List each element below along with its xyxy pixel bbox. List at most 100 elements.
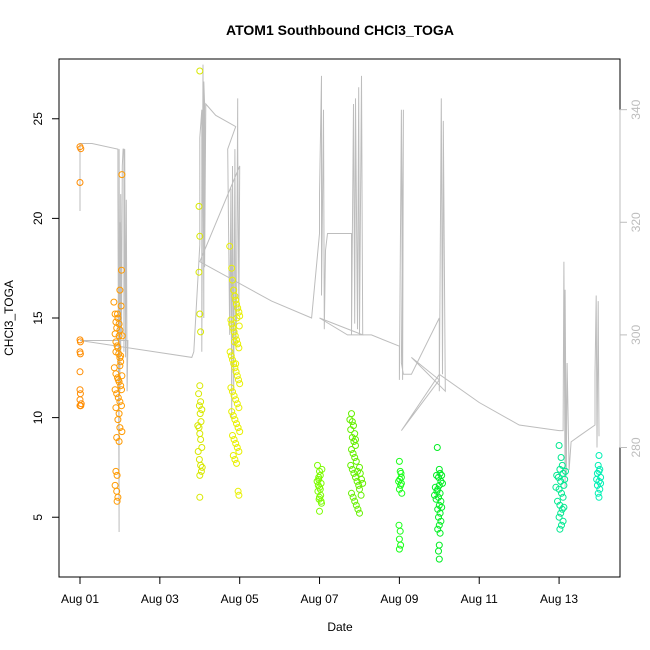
data-point — [196, 67, 204, 75]
data-point — [112, 404, 120, 412]
data-point — [76, 368, 84, 376]
data-point — [195, 268, 203, 276]
data-point — [77, 145, 85, 153]
data-point — [431, 483, 439, 491]
data-point — [349, 493, 357, 501]
x-tick-label: Aug 07 — [301, 592, 339, 606]
data-point — [395, 457, 403, 465]
series-4 — [313, 461, 326, 515]
data-point — [435, 465, 443, 473]
data-point — [397, 479, 405, 487]
data-point — [354, 467, 361, 475]
series-2 — [194, 67, 206, 501]
data-point — [436, 469, 444, 477]
data-point — [235, 404, 243, 412]
data-point — [77, 400, 85, 408]
data-point — [196, 310, 204, 318]
data-point — [118, 332, 126, 340]
data-point — [115, 410, 123, 418]
data-point — [233, 372, 241, 380]
data-point — [114, 310, 121, 318]
data-point — [348, 489, 355, 497]
data-point — [232, 360, 240, 368]
data-point — [229, 412, 237, 420]
data-point — [118, 372, 126, 380]
x-tick-label: Aug 05 — [221, 592, 259, 606]
data-point — [595, 452, 603, 459]
data-point — [76, 338, 84, 346]
data-point — [317, 497, 325, 505]
x-tick-label: Aug 01 — [61, 592, 99, 606]
series-9 — [593, 452, 605, 501]
data-point — [113, 497, 121, 505]
data-point — [228, 320, 236, 328]
data-point — [110, 298, 118, 306]
data-point — [230, 328, 238, 336]
data-point — [559, 517, 567, 525]
y-tick-label: 25 — [31, 112, 45, 126]
y-axis: 5 10 15 20 25 — [31, 112, 60, 521]
data-point — [112, 348, 120, 356]
data-point — [436, 529, 444, 537]
data-point — [230, 360, 238, 368]
data-point — [229, 356, 236, 364]
data-point — [235, 448, 243, 455]
data-point — [232, 440, 240, 447]
data-point — [114, 416, 122, 424]
data-point — [233, 300, 240, 308]
data-point — [231, 456, 239, 463]
data-point — [76, 179, 84, 186]
data-point — [233, 336, 240, 344]
data-point — [395, 545, 403, 553]
y2-tick-label: 300 — [629, 325, 643, 345]
data-point — [111, 386, 119, 394]
data-point — [232, 296, 240, 304]
data-point — [196, 410, 204, 418]
data-point — [118, 386, 125, 394]
data-point — [76, 390, 84, 398]
data-point — [348, 446, 355, 453]
data-point — [316, 507, 323, 515]
data-point — [233, 420, 240, 428]
data-point — [118, 171, 126, 179]
data-point — [352, 436, 359, 443]
data-point — [112, 338, 120, 346]
data-point — [352, 473, 359, 481]
data-point — [113, 390, 121, 398]
plot-frame — [58, 58, 621, 578]
data-point — [115, 332, 123, 340]
y-axis-label: CHCl3_TOGA — [2, 280, 16, 356]
data-point — [194, 422, 202, 430]
data-point — [438, 471, 446, 479]
data-point — [349, 450, 357, 457]
x-axis: Aug 01 Aug 03 Aug 05 Aug 07 Aug 09 Aug 11 Aug … — [61, 576, 578, 606]
data-point — [562, 467, 569, 475]
data-point — [117, 302, 125, 310]
data-point — [348, 410, 355, 418]
data-point — [198, 463, 206, 471]
series-0 — [76, 143, 85, 410]
data-point — [233, 444, 241, 451]
data-point — [435, 541, 443, 549]
data-point — [116, 286, 124, 294]
data-point — [227, 316, 235, 324]
y2-axis: 280 300 320 340 — [619, 99, 643, 458]
data-point — [235, 376, 242, 384]
data-point — [594, 489, 602, 497]
data-point — [316, 493, 323, 501]
data-point — [227, 352, 235, 360]
data-point — [115, 438, 123, 445]
data-point — [231, 364, 239, 372]
data-point — [117, 352, 125, 360]
data-point — [395, 521, 403, 529]
y2-tick-label: 340 — [629, 99, 643, 119]
data-point — [438, 503, 446, 511]
data-point — [236, 428, 244, 436]
y-tick-label: 15 — [31, 311, 45, 325]
series-1 — [110, 171, 126, 505]
data-point — [397, 469, 405, 477]
data-point — [197, 436, 205, 443]
data-point — [236, 380, 244, 388]
data-point — [197, 328, 205, 336]
secondary-series-line — [79, 64, 600, 533]
